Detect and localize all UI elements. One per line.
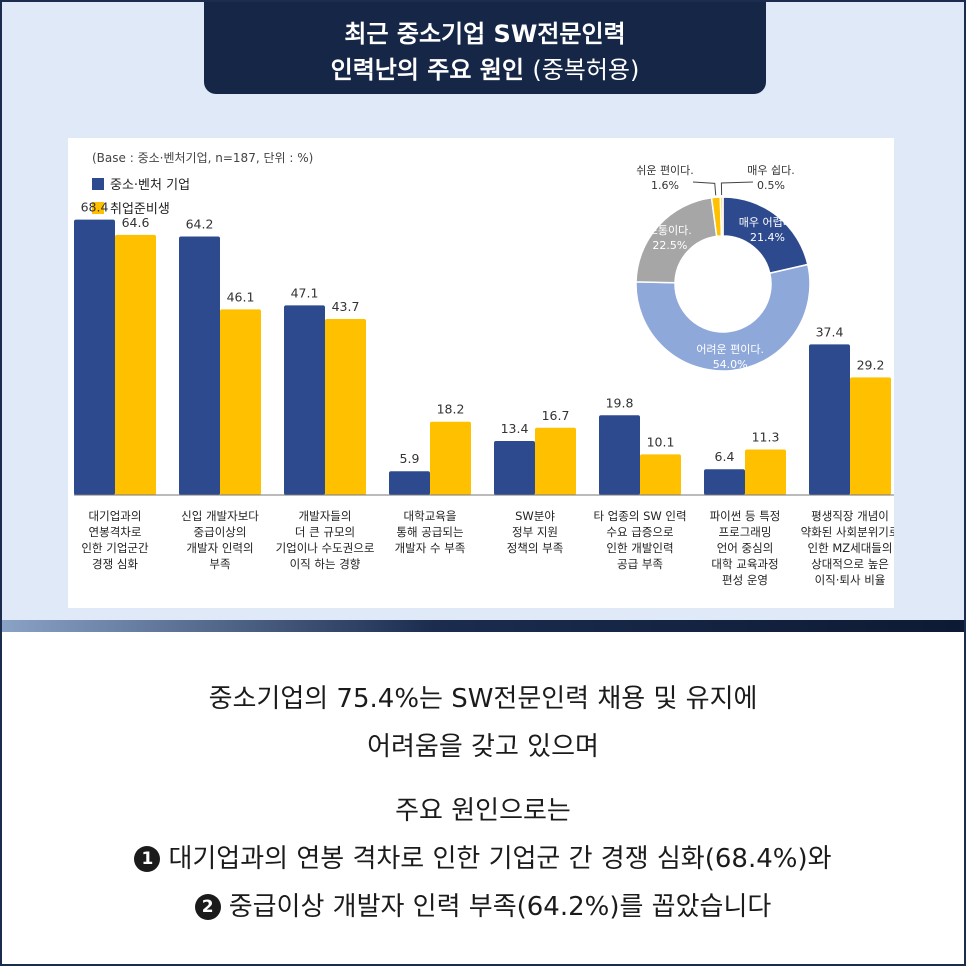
bar-chart: 68.4 64.6 64.2 46.1 47.1 43.7 5.9 18.2 13.4 16.7 1…	[74, 200, 891, 496]
bar-0-0	[74, 219, 115, 495]
bar-value-5-1: 10.1	[647, 434, 675, 449]
bar-7-1	[850, 377, 891, 495]
bar-5-0	[599, 415, 640, 495]
title-box: 최근 중소기업 SW전문인력 인력난의 주요 원인 (중복허용)	[204, 2, 766, 94]
bar-value-6-1: 11.3	[752, 429, 780, 444]
donut-label-3: 쉬운 편이다. 1.6%	[636, 164, 694, 192]
legend-label-0: 중소·벤처 기업	[110, 178, 190, 193]
bar-3-0	[389, 471, 430, 495]
base-note: (Base : 중소·벤처기업, n=187, 단위 : %)	[92, 151, 313, 165]
category-label-3: 대학교육을 통해 공급되는 개발자 수 부족	[395, 509, 466, 555]
bar-2-1	[325, 319, 366, 495]
bar-4-1	[535, 427, 576, 495]
title-line-2: 인력난의 주요 원인 (중복허용)	[204, 50, 766, 85]
donut-leader-3	[692, 181, 717, 196]
bar-value-0-0: 68.4	[81, 200, 109, 215]
title-note: (중복허용)	[532, 56, 640, 84]
summary-item-1: 1 대기업과의 연봉 격차로 인한 기업군 간 경쟁 심화(68.4%)와	[2, 838, 964, 875]
bar-value-1-0: 64.2	[186, 216, 214, 231]
donut-label-2: 보통이다. 22.5%	[648, 224, 692, 252]
summary-line-3: 주요 원인으로는	[395, 796, 571, 826]
bar-value-4-1: 16.7	[542, 408, 570, 423]
category-labels: 대기업과의 연봉격차로 인한 기업군간 경쟁 심화 신입 개발자보다 중급이상의 개발자 인…	[81, 509, 894, 587]
bar-value-7-0: 37.4	[816, 324, 844, 339]
bar-value-6-0: 6.4	[715, 449, 735, 464]
donut-label-1: 어려운 편이다. 54.0%	[696, 343, 764, 371]
bar-value-3-0: 5.9	[400, 451, 420, 466]
summary-line-2: 어려움을 갖고 있으며	[367, 732, 599, 762]
bar-4-0	[494, 441, 535, 495]
summary-item-1-text: 대기업과의 연봉 격차로 인한 기업군 간 경쟁 심화(68.4%)와	[168, 844, 832, 874]
bar-2-0	[284, 305, 325, 495]
title-main: 인력난의 주요 원인	[330, 56, 524, 84]
legend-swatch-1	[92, 202, 104, 214]
category-label-1: 신입 개발자보다 중급이상의 개발자 인력의 부족	[181, 509, 259, 571]
chart-section: 최근 중소기업 SW전문인력 인력난의 주요 원인 (중복허용) (Base :…	[2, 2, 964, 620]
category-label-6: 파이썬 등 특정 프로그래밍 언어 중심의 대학 교육과정 편성 운영	[710, 509, 781, 587]
number-badge-2: 2	[194, 894, 221, 920]
summary-item-2-text: 중급이상 개발자 인력 부족(64.2%)를 꼽았습니다	[228, 892, 772, 922]
donut-leader-4	[720, 181, 754, 196]
legend-swatch-0	[92, 178, 104, 190]
title-line-1: 최근 중소기업 SW전문인력	[344, 20, 626, 48]
bar-6-1	[745, 449, 786, 495]
category-label-0: 대기업과의 연봉격차로 인한 기업군간 경쟁 심화	[81, 509, 149, 571]
bar-1-0	[179, 236, 220, 495]
category-label-5: 타 업종의 SW 인력 수요 급증으로 인한 개발인력 공급 부족	[593, 509, 686, 571]
chart-canvas: (Base : 중소·벤처기업, n=187, 단위 : %) 중소·벤처 기업…	[74, 151, 894, 587]
donut-label-4: 매우 쉽다. 0.5%	[747, 164, 794, 192]
bar-7-0	[809, 344, 850, 495]
bar-value-7-1: 29.2	[857, 357, 885, 372]
bar-value-5-0: 19.8	[606, 395, 634, 410]
bar-value-3-1: 18.2	[437, 402, 465, 417]
bar-value-4-0: 13.4	[501, 421, 529, 436]
bar-1-1	[220, 309, 261, 495]
legend-label-1: 취업준비생	[110, 202, 170, 217]
number-badge-1: 1	[134, 846, 161, 872]
bar-value-2-0: 47.1	[291, 285, 319, 300]
donut-label-0: 매우 어렵다. 21.4%	[739, 216, 797, 244]
category-label-7: 평생직장 개념이 약화된 사회분위기로 인한 MZ세대들의 상대적으로 높은 이직·퇴사…	[801, 509, 894, 587]
bar-3-1	[430, 421, 471, 495]
bar-value-1-1: 46.1	[227, 289, 255, 304]
bar-value-2-1: 43.7	[332, 299, 360, 314]
chart-card: (Base : 중소·벤처기업, n=187, 단위 : %) 중소·벤처 기업…	[68, 138, 894, 608]
bar-5-1	[640, 454, 681, 495]
category-label-2: 개발자들의 더 큰 규모의 기업이나 수도권으로 이직 하는 경향	[276, 509, 375, 571]
bar-6-0	[704, 469, 745, 495]
summary-line-1: 중소기업의 75.4%는 SW전문인력 채용 및 유지에	[208, 684, 758, 714]
summary-item-2: 2 중급이상 개발자 인력 부족(64.2%)를 꼽았습니다	[2, 886, 964, 923]
summary-text: 중소기업의 75.4%는 SW전문인력 채용 및 유지에 어려움을 갖고 있으며…	[2, 632, 964, 964]
divider-band	[2, 620, 964, 632]
bar-0-1	[115, 234, 156, 496]
donut-slice-1	[635, 263, 811, 372]
donut-chart: 매우 어렵다. 21.4% 어려운 편이다. 54.0% 보통이다. 22.5% 쉬운 편이…	[635, 164, 811, 372]
donut-slice-4	[719, 196, 724, 237]
category-label-4: SW분야 정부 지원 정책의 부족	[507, 509, 564, 555]
bar-value-0-1: 64.6	[122, 215, 150, 230]
